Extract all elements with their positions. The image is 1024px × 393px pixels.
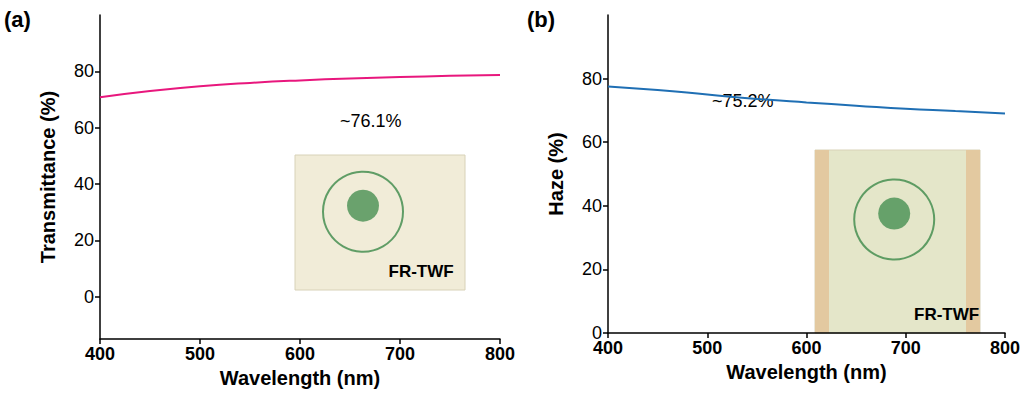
svg-text:0: 0 (592, 323, 602, 343)
svg-text:20: 20 (582, 259, 602, 279)
svg-text:~75.2%: ~75.2% (712, 91, 774, 111)
svg-text:40: 40 (74, 174, 94, 194)
svg-text:Haze (%): Haze (%) (545, 132, 567, 215)
svg-text:500: 500 (692, 338, 722, 358)
svg-text:20: 20 (74, 230, 94, 250)
svg-text:~76.1%: ~76.1% (340, 111, 402, 131)
svg-text:Transmittance (%): Transmittance (%) (37, 91, 59, 263)
svg-text:60: 60 (582, 132, 602, 152)
svg-text:(a): (a) (4, 7, 31, 32)
svg-text:0: 0 (84, 287, 94, 307)
svg-text:700: 700 (891, 338, 921, 358)
svg-text:(b): (b) (527, 7, 555, 32)
svg-text:Wavelength (nm): Wavelength (nm) (726, 361, 886, 383)
svg-text:600: 600 (285, 344, 315, 364)
svg-text:FR-TWF: FR-TWF (914, 305, 979, 324)
svg-text:400: 400 (593, 338, 623, 358)
svg-text:500: 500 (185, 344, 215, 364)
svg-text:700: 700 (385, 344, 415, 364)
svg-text:80: 80 (74, 61, 94, 81)
svg-text:60: 60 (74, 118, 94, 138)
svg-text:800: 800 (990, 338, 1020, 358)
svg-text:400: 400 (85, 344, 115, 364)
svg-text:80: 80 (582, 69, 602, 89)
svg-text:800: 800 (485, 344, 515, 364)
svg-text:40: 40 (582, 196, 602, 216)
svg-text:600: 600 (791, 338, 821, 358)
svg-text:Wavelength (nm): Wavelength (nm) (220, 367, 380, 389)
svg-text:FR-TWF: FR-TWF (389, 262, 454, 281)
